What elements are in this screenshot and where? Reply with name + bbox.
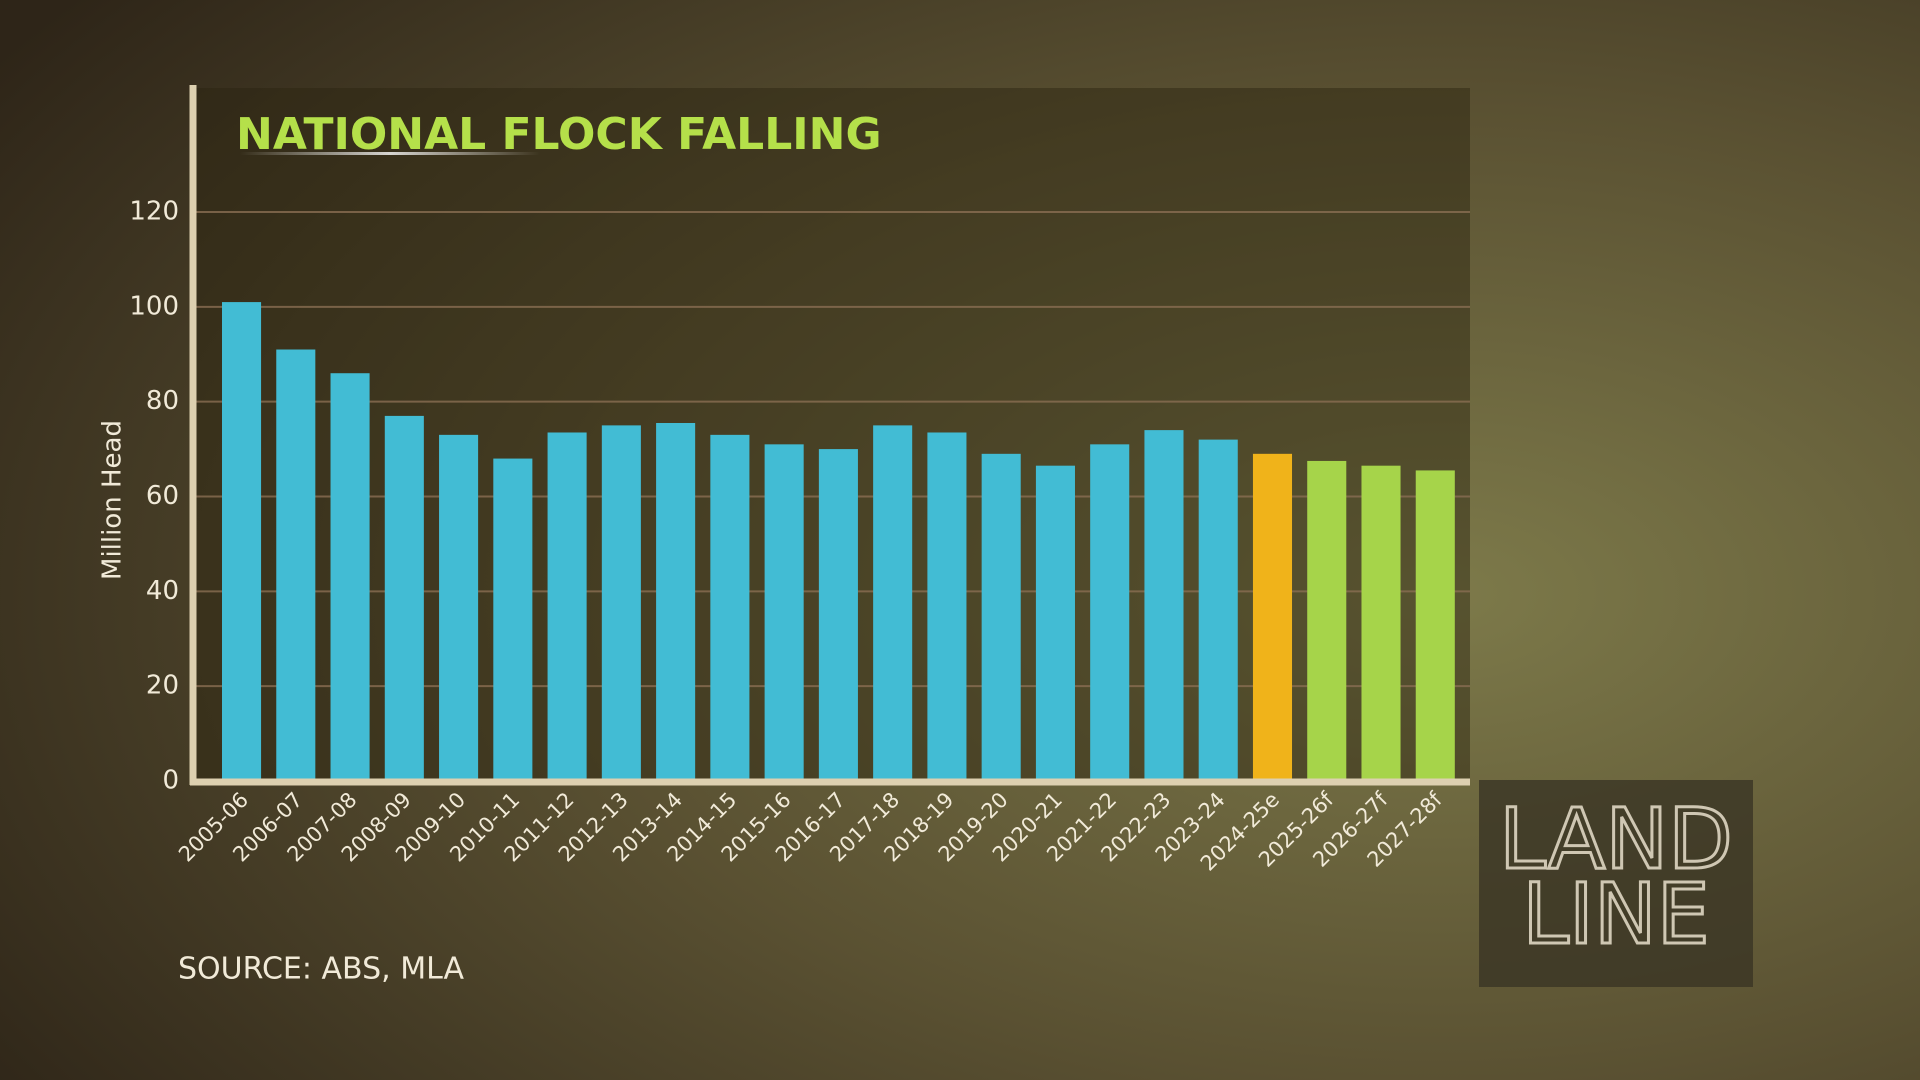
bar	[384, 415, 424, 781]
logo-text: LINE	[1522, 865, 1709, 963]
bar	[330, 373, 370, 781]
source: SOURCE: ABS, MLA	[178, 952, 464, 987]
bar	[222, 302, 262, 781]
bar	[1198, 439, 1238, 781]
y-tick-label: 120	[129, 197, 179, 227]
bar	[276, 349, 316, 781]
y-tick-label: 100	[129, 291, 179, 321]
bar	[1090, 444, 1130, 781]
bar	[927, 432, 967, 781]
bar	[439, 434, 479, 781]
bar	[656, 423, 696, 781]
y-tick-label: 20	[146, 671, 179, 701]
y-tick-label: 0	[162, 766, 179, 796]
y-axis-label: Million Head	[98, 420, 128, 580]
bar	[1361, 465, 1401, 781]
y-tick-label: 40	[146, 576, 179, 606]
y-tick-label: 60	[146, 481, 179, 511]
bar	[1415, 470, 1455, 781]
bar	[764, 444, 804, 781]
chart-title: NATIONAL FLOCK FALLING	[236, 109, 882, 160]
bar	[818, 449, 858, 781]
title-glow	[240, 152, 540, 155]
bar	[1252, 453, 1293, 781]
bar	[1035, 465, 1075, 781]
bar	[601, 425, 641, 781]
bar	[710, 434, 750, 781]
bar	[1144, 430, 1184, 781]
logo-text: LAND	[1499, 790, 1733, 888]
logo-box	[1479, 780, 1753, 987]
bar	[493, 458, 533, 781]
bar	[547, 432, 587, 781]
bar	[981, 453, 1021, 781]
y-tick-label: 80	[146, 386, 179, 416]
bar	[873, 425, 913, 781]
bar	[1307, 460, 1347, 781]
